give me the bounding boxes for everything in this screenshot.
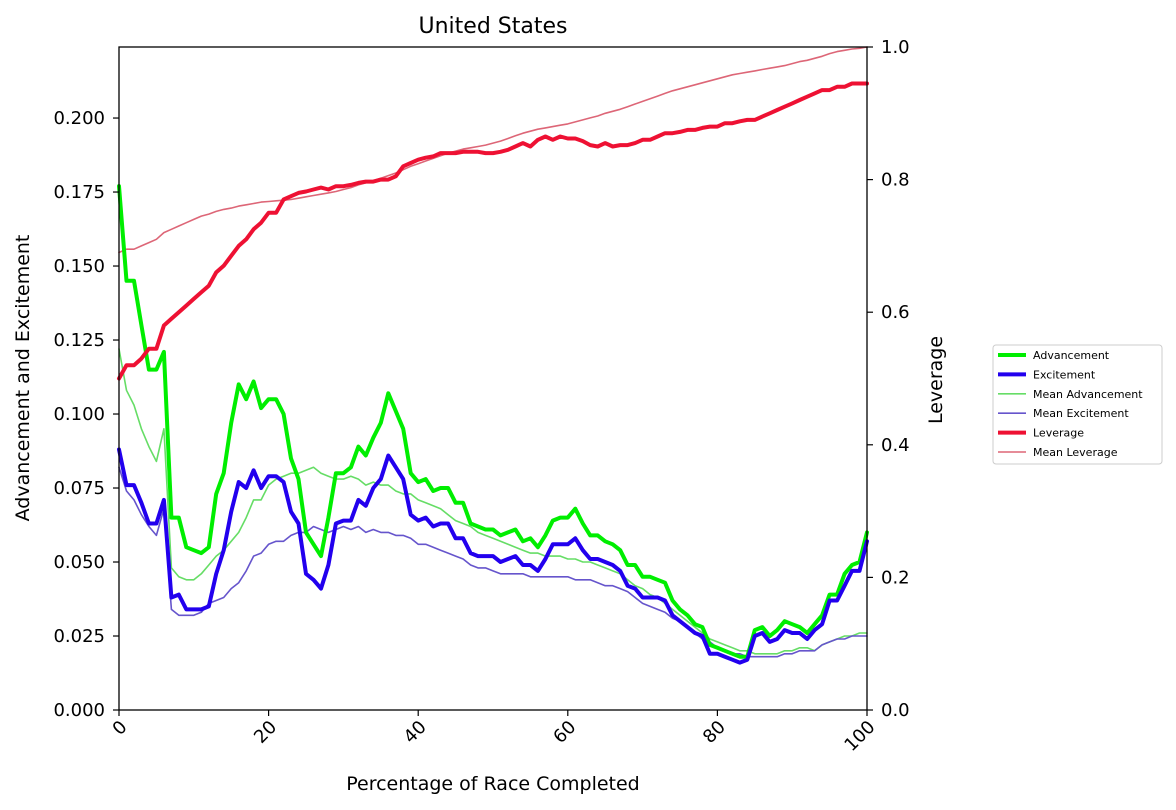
x-tick-label: 80 (699, 717, 730, 748)
left-y-tick-label: 0.200 (53, 108, 105, 129)
series-line-mean-advancement (118, 348, 868, 655)
x-tick-label: 20 (250, 717, 281, 748)
legend-label: Advancement (1033, 349, 1110, 362)
legend: Advancement Excitement Mean Advancement Mea… (992, 344, 1163, 465)
left-y-tick-label: 0.100 (53, 404, 105, 425)
left-y-tick-label: 0.000 (53, 700, 105, 721)
chart-title: United States (419, 14, 568, 39)
series-line-leverage (117, 81, 869, 381)
legend-label: Mean Excitement (1033, 407, 1129, 420)
legend-label: Excitement (1033, 368, 1096, 381)
series-line-advancement (117, 184, 869, 659)
left-y-tick-label: 0.175 (53, 182, 105, 203)
x-tick-label: 60 (549, 717, 580, 748)
left-y-tick-label: 0.150 (53, 256, 105, 277)
x-tick-label: 0 (109, 717, 132, 740)
right-y-tick-label: 0.8 (881, 170, 910, 191)
plot-lines (117, 46, 869, 665)
right-y-tick-label: 0.0 (881, 700, 910, 721)
x-tick-label: 40 (400, 717, 431, 748)
legend-label: Mean Advancement (1033, 388, 1143, 401)
legend-label: Mean Leverage (1033, 446, 1118, 459)
left-y-tick-label: 0.125 (53, 330, 105, 351)
legend-box (992, 344, 1163, 465)
y-axis-label: Advancement and Excitement (12, 235, 34, 522)
right-y-tick-label: 0.6 (881, 302, 910, 323)
right-y-axis-ticks: 0.0 0.2 0.4 0.6 0.8 1.0 (867, 37, 910, 721)
x-axis-label: Percentage of Race Completed (346, 773, 640, 795)
y2-axis-label: Leverage (925, 336, 947, 424)
right-y-tick-label: 1.0 (881, 37, 910, 58)
left-y-axis-ticks: 0.000 0.025 0.050 0.075 0.100 0.125 0.150 0.175… (53, 108, 119, 721)
left-y-tick-label: 0.075 (53, 478, 105, 499)
legend-label: Leverage (1033, 427, 1084, 440)
plot-frame (118, 46, 868, 711)
series-line-excitement (117, 447, 869, 665)
right-y-tick-label: 0.4 (881, 435, 910, 456)
left-y-tick-label: 0.050 (53, 552, 105, 573)
right-y-tick-label: 0.2 (881, 567, 910, 588)
x-axis-ticks: 0 20 40 60 80 100 (109, 710, 880, 756)
left-y-tick-label: 0.025 (53, 626, 105, 647)
series-line-mean-leverage (118, 46, 868, 254)
x-tick-label: 100 (840, 717, 879, 756)
